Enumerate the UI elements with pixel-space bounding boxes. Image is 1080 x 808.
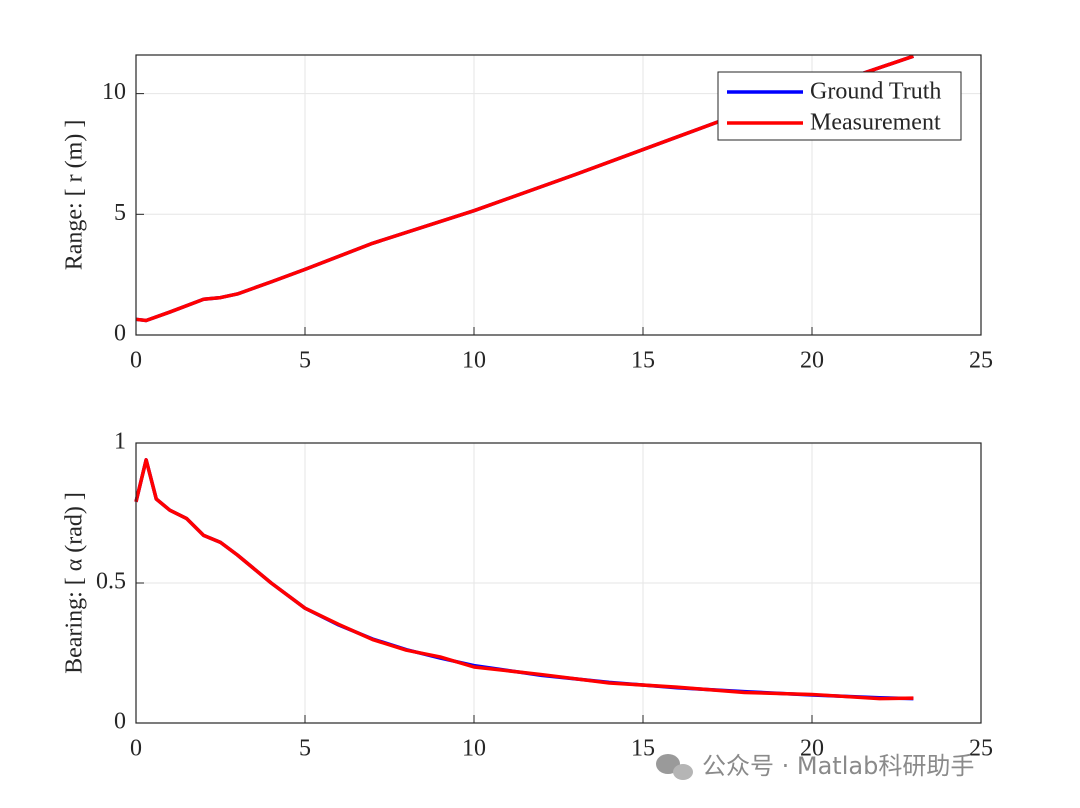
x-tick-label: 25 xyxy=(969,348,993,374)
y-tick-label: 0.5 xyxy=(96,569,126,595)
legend-label: Measurement xyxy=(810,110,941,136)
y-tick-label: 0 xyxy=(114,709,126,735)
y-tick-label: 1 xyxy=(114,429,126,455)
watermark-icon xyxy=(656,754,693,780)
x-tick-label: 25 xyxy=(969,736,993,762)
legend-box xyxy=(717,71,962,141)
data-line xyxy=(134,458,914,701)
x-tick-label: 15 xyxy=(631,348,655,374)
x-tick-label: 0 xyxy=(130,736,142,762)
axes-box xyxy=(135,442,982,724)
x-tick-label: 15 xyxy=(631,736,655,762)
y-tick-label: 0 xyxy=(114,321,126,347)
x-tick-label: 5 xyxy=(299,736,311,762)
x-tick-label: 10 xyxy=(462,736,486,762)
legend-label: Ground Truth xyxy=(810,79,941,105)
y-tick-label: 5 xyxy=(114,200,126,226)
watermark: 公众号 · Matlab科研助手 xyxy=(702,752,974,780)
axes-box xyxy=(135,54,982,336)
x-tick-label: 10 xyxy=(462,348,486,374)
y-axis-label: Range: [ r (m) ] xyxy=(62,120,88,271)
x-tick-label: 20 xyxy=(800,348,824,374)
y-axis-label: Bearing: [ α (rad) ] xyxy=(62,492,88,674)
x-tick-label: 5 xyxy=(299,348,311,374)
x-tick-label: 20 xyxy=(800,736,824,762)
x-tick-label: 0 xyxy=(130,348,142,374)
y-tick-label: 10 xyxy=(102,79,126,105)
